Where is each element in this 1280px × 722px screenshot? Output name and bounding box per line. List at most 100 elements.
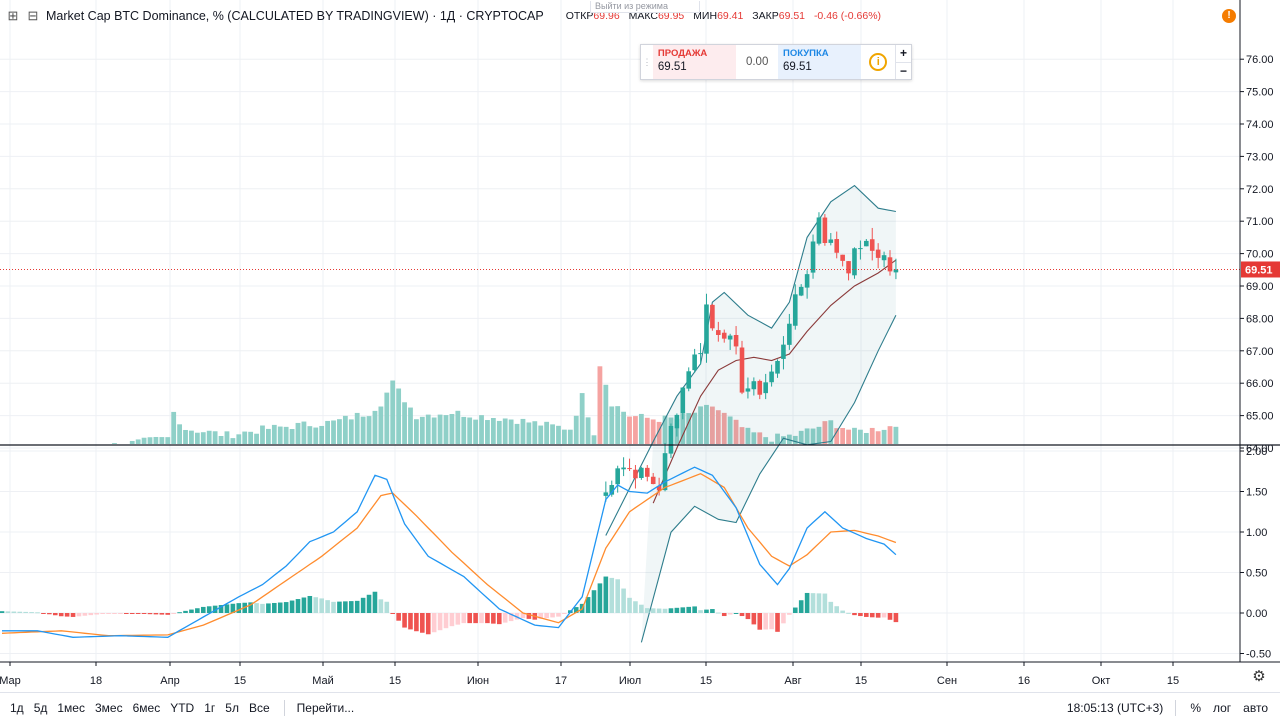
- log-toggle[interactable]: лог: [1212, 701, 1232, 715]
- macd-histogram-bar: [864, 613, 869, 617]
- clock-display[interactable]: 18:05:13 (UTC+3): [1066, 701, 1164, 715]
- range-5d[interactable]: 5д: [33, 700, 48, 715]
- volume-bar: [248, 431, 254, 444]
- plus-button[interactable]: +: [896, 45, 911, 63]
- volume-bar: [414, 419, 419, 444]
- percent-toggle[interactable]: %: [1190, 701, 1201, 715]
- macd-histogram-bar: [141, 613, 147, 614]
- volume-bar: [686, 413, 692, 444]
- range-1y[interactable]: 1г: [204, 700, 216, 715]
- candle-body: [633, 469, 638, 479]
- volume-bar: [425, 414, 431, 444]
- macd-histogram-bar: [414, 613, 419, 632]
- macd-histogram-bar: [390, 613, 396, 614]
- price-tick-label: 67.00: [1246, 346, 1274, 358]
- macd-histogram-bar: [550, 613, 555, 618]
- candle-body: [650, 476, 656, 485]
- candle-body: [751, 381, 757, 390]
- macd-histogram-bar: [106, 613, 111, 614]
- volume-bar: [153, 436, 159, 444]
- volume-bar: [112, 443, 117, 444]
- macd-histogram-bar: [455, 613, 461, 625]
- candle-body: [757, 380, 763, 395]
- volume-bar: [502, 418, 508, 444]
- warning-icon[interactable]: !: [1222, 9, 1236, 23]
- macd-histogram-bar: [662, 608, 668, 613]
- candle-body: [875, 249, 881, 258]
- macd-histogram-bar: [893, 613, 899, 623]
- candle-body: [704, 304, 709, 354]
- signal-line: [1, 472, 897, 637]
- macd-histogram-bar: [378, 599, 384, 613]
- volume-bar: [816, 426, 822, 444]
- macd-histogram-bar: [11, 611, 17, 613]
- auto-toggle[interactable]: авто: [1243, 701, 1268, 715]
- volume-bar: [348, 419, 354, 444]
- chart-area[interactable]: 76.00 75.00 74.00 73.00 72.00 71.00 70.00 69.00…: [0, 0, 1280, 692]
- sell-label: ПРОДАЖА: [657, 48, 708, 59]
- info-button[interactable]: i: [861, 45, 895, 79]
- range-ytd[interactable]: YTD: [170, 700, 195, 715]
- macd-histogram-bar: [35, 612, 40, 614]
- macd-histogram-bar: [70, 613, 76, 617]
- macd-histogram-bar: [591, 590, 597, 613]
- macd-histogram-bar: [272, 602, 277, 613]
- volume-bar: [396, 388, 402, 444]
- volume-bar: [301, 421, 307, 444]
- time-tick-label: 15: [234, 675, 246, 687]
- macd-histogram-bar: [325, 600, 330, 613]
- candle-body: [745, 388, 751, 392]
- volume-bar: [615, 406, 621, 444]
- volume-bar: [443, 415, 449, 444]
- expand-icon[interactable]: ⊞: [7, 8, 19, 23]
- goto-button[interactable]: Перейти...: [296, 700, 355, 715]
- candle-body: [627, 468, 632, 470]
- volume-bar: [881, 429, 887, 444]
- volume-bar: [473, 419, 478, 444]
- volume-bar: [520, 418, 526, 444]
- candle-body: [864, 240, 869, 247]
- macd-histogram-bar: [562, 613, 567, 614]
- minus-button[interactable]: −: [900, 63, 908, 78]
- macd-histogram-bar: [76, 613, 82, 617]
- sell-button[interactable]: ПРОДАЖА 69.51: [652, 45, 737, 79]
- range-6m[interactable]: 6мес: [132, 700, 161, 715]
- sell-price: 69.51: [657, 61, 687, 73]
- range-1d[interactable]: 1д: [10, 700, 24, 715]
- volume-bar: [822, 421, 828, 444]
- buy-button[interactable]: ПОКУПКА 69.51: [777, 45, 862, 79]
- macd-histogram-bar: [875, 613, 881, 618]
- macd-histogram-bar: [710, 609, 715, 613]
- macd-histogram-bar: [283, 602, 289, 613]
- volume-bar: [633, 416, 638, 444]
- gear-icon[interactable]: ⚙: [1252, 668, 1266, 685]
- volume-bar: [538, 425, 544, 444]
- candle-body: [739, 347, 745, 393]
- macd-histogram-bar: [177, 612, 182, 614]
- volume-bar: [408, 407, 413, 444]
- range-all[interactable]: Все: [248, 700, 270, 715]
- volume-bar: [715, 410, 721, 444]
- macd-histogram-bar: [798, 600, 804, 613]
- volume-bar: [704, 404, 709, 444]
- macd-histogram-bar: [307, 595, 313, 613]
- volume-bar: [224, 431, 230, 444]
- collapse-icon[interactable]: ⊟: [27, 8, 39, 23]
- volume-bar: [597, 366, 603, 444]
- macd-histogram-bar: [692, 606, 697, 613]
- drag-handle-icon[interactable]: ⋮: [642, 57, 652, 67]
- macd-histogram-bar: [153, 613, 159, 615]
- volume-bar: [869, 427, 875, 444]
- range-1m[interactable]: 1мес: [57, 700, 85, 715]
- time-tick-label: 17: [555, 675, 567, 687]
- range-3m[interactable]: 3мес: [94, 700, 123, 715]
- bollinger-basis: [652, 259, 897, 504]
- candle-body: [887, 257, 893, 272]
- symbol-title[interactable]: Market Cap BTC Dominance, % (CALCULATED …: [46, 9, 544, 23]
- volume-bar: [852, 427, 857, 444]
- volume-bar: [739, 427, 745, 444]
- volume-bar: [295, 422, 301, 444]
- volume-bar: [591, 435, 597, 444]
- volume-bar: [567, 429, 573, 444]
- range-5y[interactable]: 5л: [225, 700, 239, 715]
